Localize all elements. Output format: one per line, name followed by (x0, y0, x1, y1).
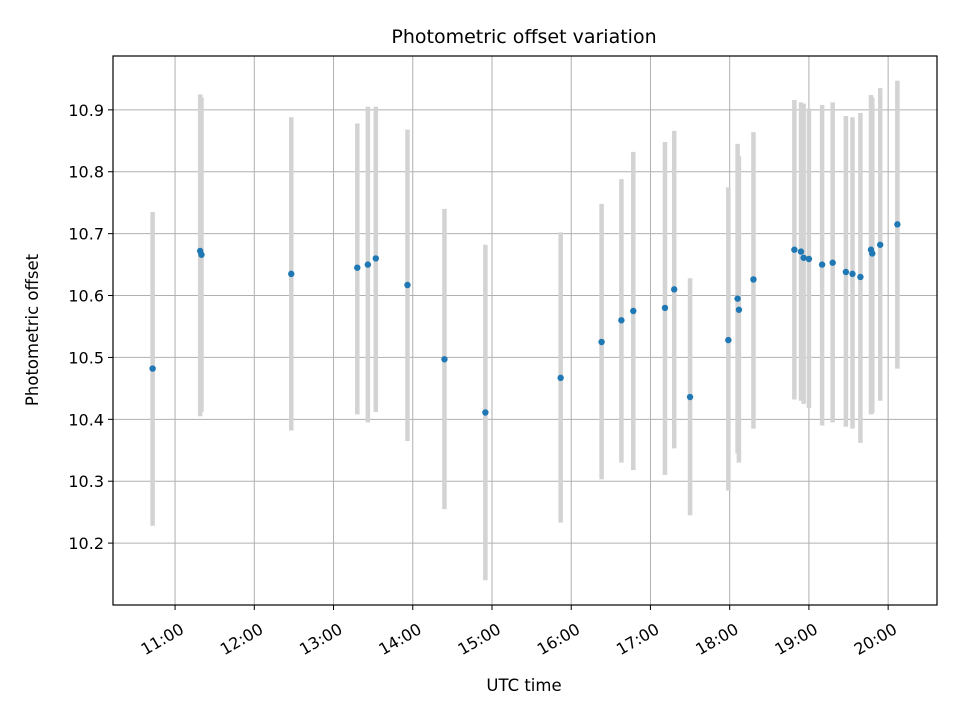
data-point (735, 306, 743, 313)
data-point (869, 250, 876, 257)
data-point (372, 255, 379, 262)
data-point (618, 317, 625, 324)
y-tick-label: 10.6 (68, 287, 104, 306)
data-point (404, 281, 411, 289)
data-point (791, 246, 798, 253)
y-tick-label: 10.2 (68, 534, 104, 553)
data-point (800, 254, 807, 261)
y-tick-label: 10.7 (68, 225, 104, 244)
data-point (288, 270, 295, 278)
y-tick-label: 10.5 (68, 348, 104, 367)
data-point (598, 338, 605, 346)
data-point (894, 221, 901, 228)
axes-frame (112, 55, 938, 606)
data-point (734, 295, 741, 302)
data-point (671, 286, 678, 293)
data-point (877, 241, 884, 248)
data-point (797, 248, 805, 255)
data-point (557, 374, 564, 382)
y-axis-label: Photometric offset (23, 253, 42, 406)
data-point (842, 268, 850, 276)
y-tick-label: 10.3 (68, 472, 104, 491)
data-point (686, 393, 694, 401)
data-point (750, 276, 757, 283)
data-point (630, 307, 637, 315)
data-point (829, 259, 836, 266)
data-point (725, 336, 732, 344)
data-point (661, 304, 669, 312)
x-axis-label: UTC time (486, 676, 561, 695)
y-tick-label: 10.4 (68, 410, 104, 429)
chart-title: Photometric offset variation (391, 26, 656, 48)
data-point (818, 261, 826, 268)
y-tick-label: 10.9 (68, 101, 104, 120)
data-point (849, 270, 856, 278)
data-point (198, 251, 205, 258)
data-points (149, 221, 901, 416)
data-point (149, 365, 156, 372)
data-point (857, 273, 864, 281)
data-point (805, 255, 813, 263)
y-axis-ticks: 10.2 10.3 10.4 10.5 10.6 10.7 10.8 10.9 (68, 101, 113, 553)
data-point (441, 356, 448, 363)
y-tick-label: 10.8 (68, 163, 104, 182)
plot-area (112, 55, 938, 606)
data-point (354, 264, 361, 271)
data-point (364, 261, 372, 268)
data-point (482, 409, 489, 416)
